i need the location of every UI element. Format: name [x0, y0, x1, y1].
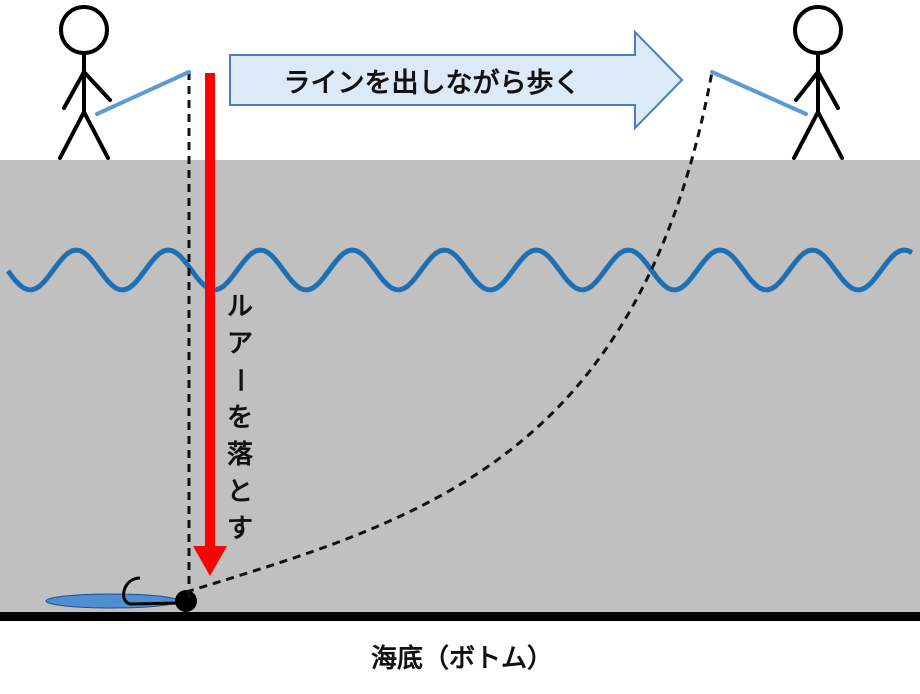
- hook-icon: [122, 576, 179, 606]
- drop-arrow: [193, 73, 227, 576]
- drop-char: を: [227, 403, 253, 433]
- stick-figure-icon: [58, 5, 112, 160]
- drop-char: ー: [224, 367, 254, 393]
- curved-fishing-line: [185, 71, 714, 594]
- stick-figure-icon: [792, 5, 844, 160]
- drop-char: ア: [227, 329, 253, 359]
- drop-char: す: [227, 514, 253, 544]
- walk-arrow: [229, 29, 684, 131]
- lure-shadow: [45, 593, 179, 609]
- drop-char: と: [227, 477, 253, 507]
- drop-char: 落: [227, 440, 254, 470]
- seabed-caption: 海底（ボトム）: [371, 643, 553, 674]
- seabed-line: [0, 612, 920, 621]
- walk-instruction-label: ラインを出しながら歩く: [284, 67, 581, 99]
- left-fishing-rod: [95, 70, 191, 116]
- water-surface-wave: [5, 247, 914, 293]
- lure-icon: [175, 590, 197, 612]
- right-fishing-rod: [710, 70, 808, 116]
- water-area: [0, 160, 920, 612]
- drop-char: ル: [227, 292, 253, 322]
- drop-instruction-label: ル ア ー を 落 と す: [224, 292, 254, 544]
